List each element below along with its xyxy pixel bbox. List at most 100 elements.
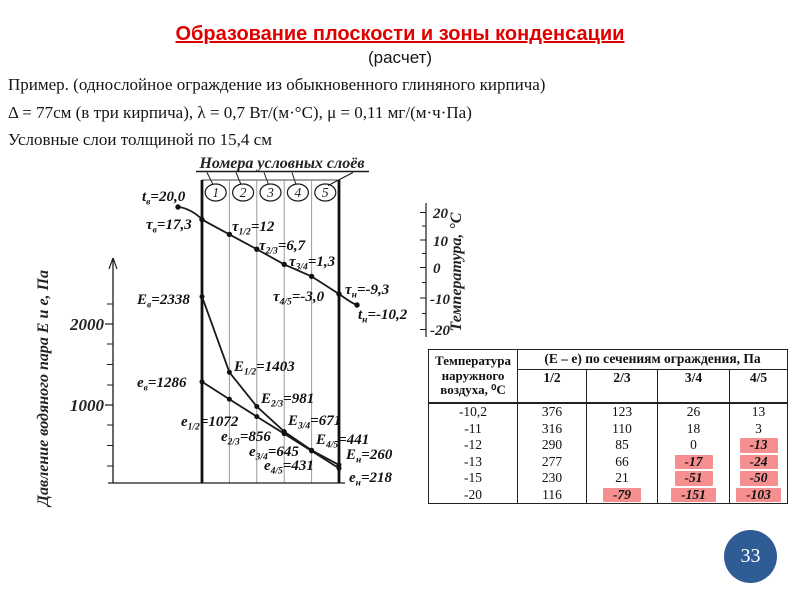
pressure-difference-table: Температура наружного воздуха, ⁰С (Е – е… <box>428 349 789 504</box>
temperature-axis-label: Температура, °C <box>448 212 465 331</box>
diagram-label-tau34: τ3/4=1,3 <box>289 254 336 273</box>
text-line-parameters: Δ = 77см (в три кирпича), λ = 0,7 Вт/(м·… <box>8 102 472 122</box>
cell-E-minus-e: 21 <box>586 470 658 487</box>
cell-E-minus-e: 26 <box>657 403 730 421</box>
cell-outdoor-temperature: -10,2 <box>428 403 518 421</box>
cell-E-minus-e: -17 <box>657 453 730 470</box>
diagram-label-e12: e1/2=1072 <box>181 414 239 433</box>
table-span-header: (Е – е) по сечениям ограждения, Па <box>516 349 789 370</box>
table-subheader-1/2: 1/2 <box>517 369 587 404</box>
condensation-highlight: -50 <box>739 470 778 486</box>
cell-E-minus-e: -24 <box>728 453 789 470</box>
cell-outdoor-temperature: -20 <box>428 486 518 504</box>
pressure-axis: 2000 1000 Давление водяного пара Е и е, … <box>35 257 345 508</box>
condensation-highlight: -51 <box>674 470 713 486</box>
e-line <box>199 379 342 471</box>
condensation-highlight: -24 <box>739 454 778 469</box>
cell-E-minus-e: 277 <box>517 453 587 470</box>
cell-E-minus-e: 66 <box>586 453 658 470</box>
diagram-label-tn: tн=-10,2 <box>358 307 408 326</box>
layer-circles: 1 2 3 4 5 <box>204 183 337 202</box>
diagram-label-tau12: τ1/2=12 <box>232 219 275 238</box>
table-row: -13 277 66 -17 -24 <box>428 453 789 470</box>
condensation-highlight: -103 <box>736 487 781 502</box>
diagram-label-Ev: Eв=2338 <box>136 292 190 311</box>
cell-E-minus-e: 85 <box>586 437 658 454</box>
layers-title: Номера условных слоёв <box>198 155 364 172</box>
diagram-label-E45: E4/5=441 <box>315 432 369 451</box>
layer-number-2: 2 <box>240 185 247 200</box>
cell-E-minus-e: 18 <box>657 420 730 437</box>
layer-number-5: 5 <box>322 185 329 200</box>
cell-E-minus-e: 230 <box>517 470 587 487</box>
diagram-label-tv: tв=20,0 <box>142 189 186 208</box>
cell-outdoor-temperature: -12 <box>428 437 518 454</box>
cell-outdoor-temperature: -15 <box>428 470 518 487</box>
cell-E-minus-e: 123 <box>586 403 658 421</box>
slide-subtitle: (расчет) <box>367 48 433 67</box>
cell-outdoor-temperature: -13 <box>428 453 518 470</box>
pressure-axis-label: Давление водяного пара Е и е, Па <box>35 270 52 508</box>
wall-section <box>200 179 341 483</box>
cell-E-minus-e: -51 <box>657 470 730 487</box>
condensation-highlight: -13 <box>739 437 778 453</box>
table-row: -12 290 85 0 -13 <box>428 437 789 454</box>
temp-tick-m10: -10 <box>430 292 450 308</box>
diagram-label-en: eн=218 <box>349 470 393 489</box>
cell-E-minus-e: -50 <box>728 470 789 487</box>
pressure-table: Температура наружного воздуха, ⁰С (Е – е… <box>428 349 789 504</box>
table-subheader-row: 1/2 2/3 3/4 4/5 <box>429 369 789 404</box>
diagram-label-tauv: τв=17,3 <box>146 217 192 236</box>
condensation-highlight: -17 <box>674 454 713 469</box>
table-row: -10,2 376 123 26 13 <box>428 403 789 421</box>
cell-E-minus-e: 290 <box>517 437 587 454</box>
condensation-highlight: -151 <box>671 487 716 502</box>
cell-E-minus-e: -13 <box>728 437 789 454</box>
cell-E-minus-e: -103 <box>728 486 789 504</box>
page-number-badge: 33 <box>724 530 777 583</box>
layer-number-4: 4 <box>295 185 302 200</box>
diagram-label-E34: E3/4=671 <box>287 413 341 432</box>
cell-E-minus-e: 0 <box>657 437 730 454</box>
temperature-axis: 20 10 0 -10 -20 Температура, °C <box>420 203 465 339</box>
diagram-label-e23: e2/3=856 <box>221 429 271 448</box>
temp-tick-20: 20 <box>432 206 449 222</box>
table-subheader-4/5: 4/5 <box>728 369 789 404</box>
cell-E-minus-e: 13 <box>728 403 789 421</box>
layer-number-1: 1 <box>212 185 219 200</box>
text-line-layers: Условные слои толщиной по 15,4 см <box>8 130 272 149</box>
cell-E-minus-e: 110 <box>586 420 658 437</box>
pressure-tick-1000: 1000 <box>70 396 105 415</box>
cell-E-minus-e: 316 <box>517 420 587 437</box>
table-subheader-2/3: 2/3 <box>586 369 658 404</box>
cell-E-minus-e: 116 <box>517 486 587 504</box>
temperature-line <box>175 204 360 308</box>
diagram-label-E12: E1/2=1403 <box>233 359 295 378</box>
body-text: Пример. (однослойное ограждение из обыкн… <box>8 71 748 154</box>
diagram-label-taun: τн=-9,3 <box>345 282 390 301</box>
cell-E-minus-e: -151 <box>657 486 730 504</box>
condensation-highlight: -79 <box>603 487 641 502</box>
cell-E-minus-e: 376 <box>517 403 587 421</box>
slide-title: Образование плоскости и зоны конденсации <box>175 23 625 45</box>
diagram-label-tau45: τ4/5=-3,0 <box>273 289 325 308</box>
cell-E-minus-e: -79 <box>586 486 658 504</box>
temp-tick-10: 10 <box>433 234 449 250</box>
page-number: 33 <box>740 545 761 567</box>
table-row: -15 230 21 -51 -50 <box>428 470 789 487</box>
table-row: -20 116 -79 -151 -103 <box>428 486 789 504</box>
pressure-tick-2000: 2000 <box>69 315 105 334</box>
cell-E-minus-e: 3 <box>728 420 789 437</box>
temp-tick-0: 0 <box>433 261 441 277</box>
table-subheader-3/4: 3/4 <box>657 369 730 404</box>
temp-tick-m20: -20 <box>430 323 450 339</box>
diagram-label-En: Eн=260 <box>345 447 393 466</box>
diagram-label-e45: e4/5=431 <box>264 458 314 477</box>
layers-header: Номера условных слоёв <box>196 155 369 186</box>
diagram-label-tau23: τ2/3=6,7 <box>259 238 306 257</box>
diagram-label-E23: E2/3=981 <box>260 391 314 410</box>
layer-number-3: 3 <box>266 185 274 200</box>
